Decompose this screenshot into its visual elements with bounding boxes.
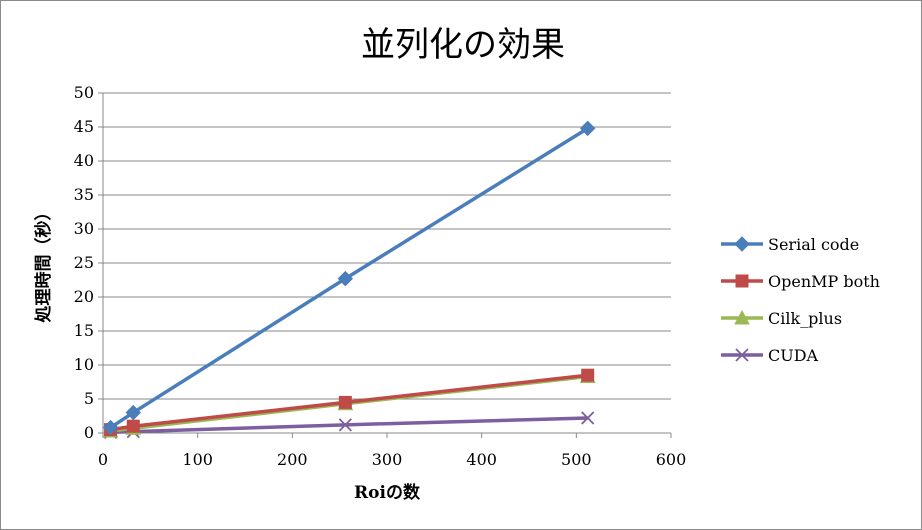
- x-tick-labels: 0 100 200 300 400 500 600: [98, 450, 686, 469]
- data-point: [125, 404, 142, 421]
- x-tick-label: 400: [466, 450, 497, 469]
- data-point: [581, 411, 595, 425]
- x-tick-label: 0: [98, 450, 108, 469]
- data-point: [126, 419, 140, 433]
- x-tick-label: 200: [277, 450, 308, 469]
- x-tick-label: 500: [561, 450, 592, 469]
- y-tick-label: 45: [74, 117, 94, 136]
- y-tick-labels: 0 5 10 15 20 25 30 35 40 45 50: [74, 83, 94, 442]
- legend: Serial code OpenMP both Cilk_plus CUDA: [721, 235, 880, 365]
- y-axis-label: 処理時間（秒）: [33, 204, 54, 324]
- grid-lines: [103, 92, 671, 400]
- y-tick-label: 10: [74, 355, 94, 374]
- legend-entry: CUDA: [721, 346, 819, 365]
- y-tick-label: 20: [74, 287, 94, 306]
- series-line: [110, 373, 588, 432]
- legend-label: Serial code: [768, 235, 859, 254]
- series-layer: [102, 120, 596, 439]
- y-tick-label: 30: [74, 219, 94, 238]
- y-tick-label: 5: [84, 389, 94, 408]
- chart-title: 並列化の効果: [361, 25, 565, 65]
- y-tick-label: 35: [74, 185, 94, 204]
- legend-marker: [735, 274, 749, 288]
- data-point: [338, 395, 352, 409]
- legend-label: CUDA: [768, 346, 819, 365]
- y-tick-label: 25: [74, 253, 94, 272]
- x-tick-label: 100: [182, 450, 213, 469]
- legend-entry: Serial code: [721, 235, 859, 254]
- data-point: [102, 419, 119, 436]
- x-tick-label: 300: [372, 450, 403, 469]
- y-tick-label: 50: [74, 83, 94, 102]
- data-point: [579, 120, 596, 137]
- series-line: [109, 126, 589, 430]
- legend-marker: [734, 236, 750, 252]
- legend-marker: [734, 309, 750, 325]
- y-tick-label: 40: [74, 151, 94, 170]
- y-tick-label: 15: [74, 321, 94, 340]
- x-tick-label: 600: [656, 450, 687, 469]
- data-point: [337, 270, 354, 287]
- axes: [98, 92, 672, 438]
- data-point: [581, 368, 595, 382]
- data-point: [338, 418, 352, 432]
- y-tick-label: 0: [84, 423, 94, 442]
- legend-entry: OpenMP both: [721, 272, 880, 291]
- series-line: [110, 416, 588, 435]
- x-axis-label: Roiの数: [354, 482, 421, 503]
- legend-marker: [735, 348, 749, 362]
- legend-label: OpenMP both: [768, 272, 880, 291]
- series-serial-code: [102, 120, 596, 436]
- legend-entry: Cilk_plus: [721, 309, 842, 328]
- legend-label: Cilk_plus: [768, 309, 842, 328]
- series-cuda: [103, 411, 595, 439]
